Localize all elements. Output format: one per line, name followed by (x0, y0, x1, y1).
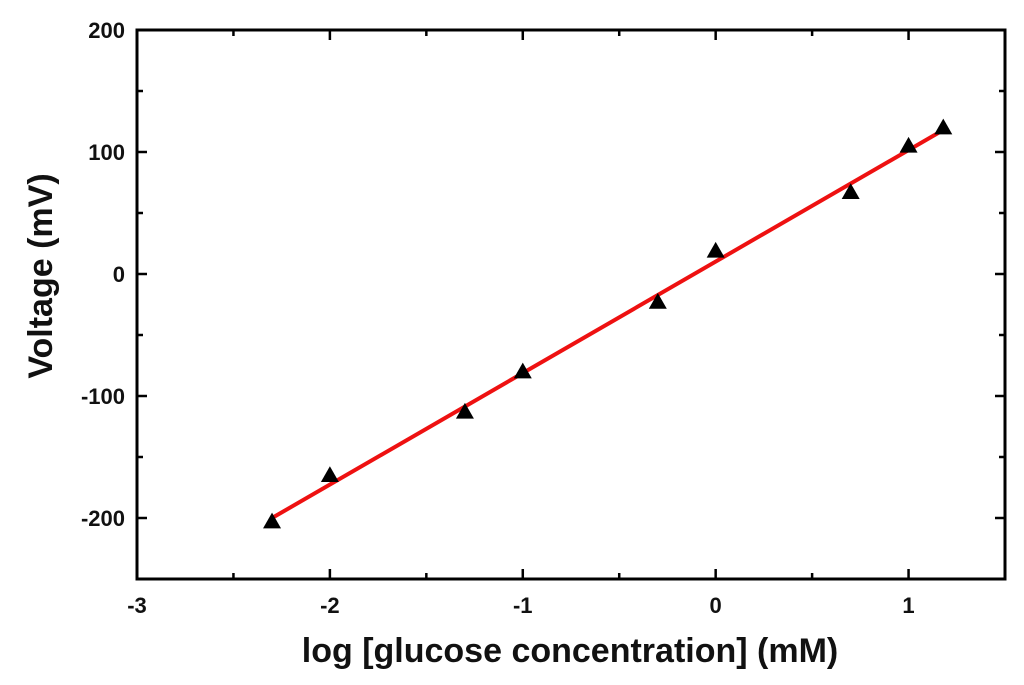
x-tick-label: 1 (902, 593, 914, 618)
plot-frame (135, 28, 1007, 581)
y-tick-label: 0 (113, 262, 125, 287)
fit-line-group (270, 128, 946, 520)
data-point-triangle (648, 293, 667, 309)
axis-ticks (135, 28, 1007, 581)
y-axis-label: Voltage (mV) (22, 173, 60, 378)
y-tick-label: 100 (88, 140, 125, 165)
data-point-triangle (320, 466, 339, 483)
x-tick-label: -2 (320, 593, 340, 618)
x-axis-label: log [glucose concentration] (mM) (302, 632, 838, 670)
tick-labels: -3 -2 -1 0 1 -200 -100 0 100 200 (81, 18, 915, 618)
y-tick-label: -200 (81, 506, 125, 531)
data-point-triangle (513, 362, 532, 379)
y-tick-label: -100 (81, 384, 125, 409)
x-tick-label: 0 (710, 593, 722, 618)
data-points (263, 118, 953, 529)
data-point-triangle (899, 136, 918, 153)
data-point-triangle (455, 402, 474, 419)
data-point-triangle (841, 183, 860, 200)
data-point-triangle (706, 241, 725, 258)
y-tick-label: 200 (88, 18, 125, 43)
x-tick-label: -3 (127, 593, 147, 618)
fit-line (270, 128, 946, 520)
data-point-triangle (934, 118, 953, 135)
plot-border (135, 28, 1007, 581)
x-tick-label: -1 (513, 593, 533, 618)
data-point-triangle (263, 512, 282, 529)
